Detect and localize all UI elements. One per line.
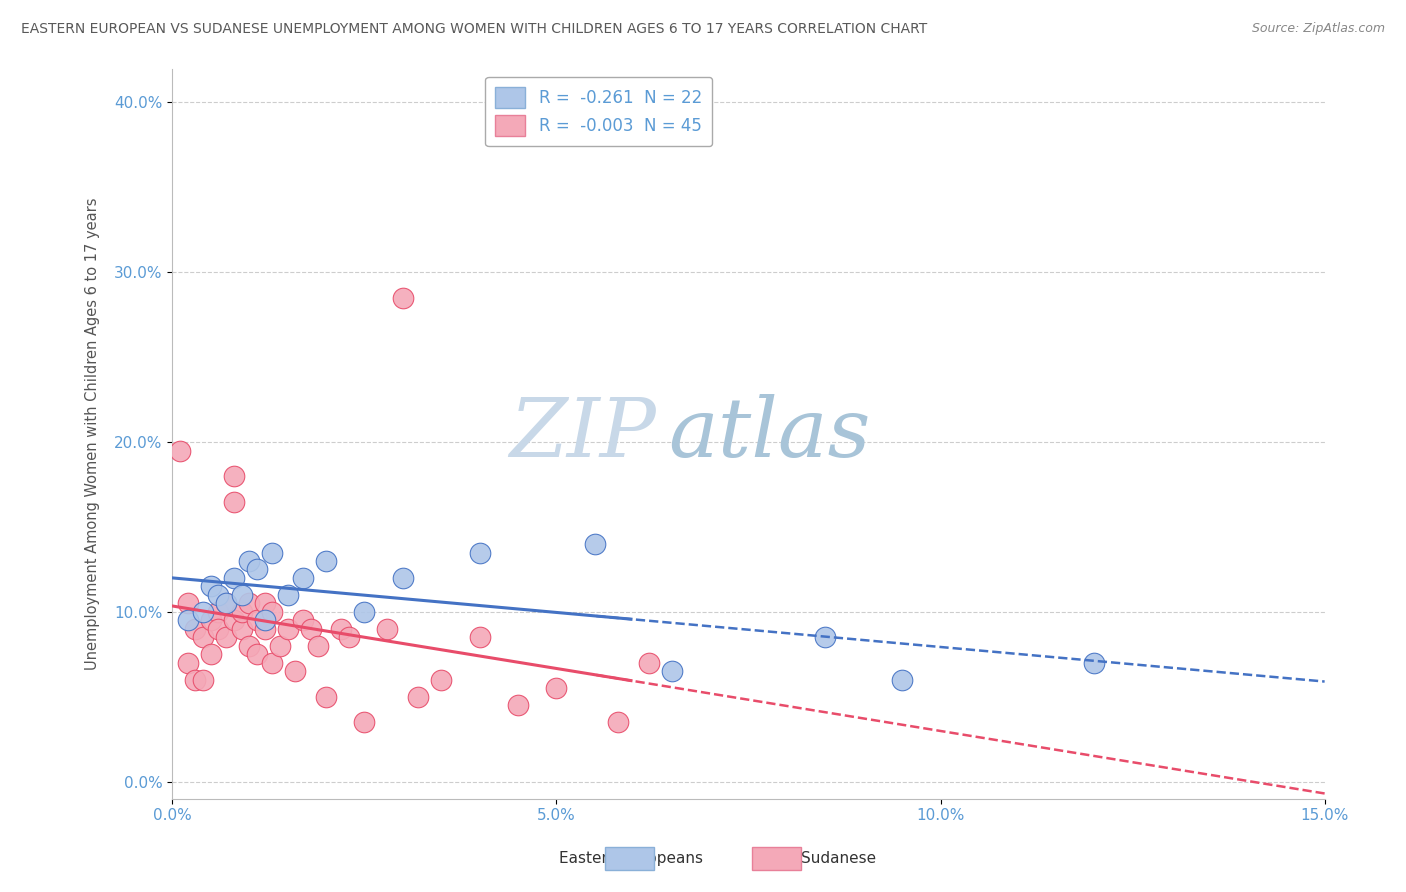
Point <box>307 639 329 653</box>
Point <box>353 605 375 619</box>
Point <box>315 554 337 568</box>
Point <box>222 614 245 628</box>
Point <box>238 639 260 653</box>
Point <box>177 656 200 670</box>
Legend: R =  -0.261  N = 22, R =  -0.003  N = 45: R = -0.261 N = 22, R = -0.003 N = 45 <box>485 77 711 146</box>
Text: atlas: atlas <box>668 393 870 474</box>
Point <box>377 622 399 636</box>
Point <box>262 545 284 559</box>
Point <box>353 715 375 730</box>
Point <box>207 605 229 619</box>
Point <box>262 656 284 670</box>
Point <box>315 690 337 704</box>
Point <box>430 673 453 687</box>
Point <box>253 622 276 636</box>
Point <box>277 622 299 636</box>
Point <box>299 622 322 636</box>
Point <box>246 648 269 662</box>
Point <box>392 291 415 305</box>
Point <box>184 673 207 687</box>
Point <box>1083 656 1105 670</box>
Point <box>200 614 222 628</box>
Point <box>191 605 214 619</box>
Point <box>184 622 207 636</box>
Point <box>246 562 269 576</box>
Point <box>177 597 200 611</box>
Text: EASTERN EUROPEAN VS SUDANESE UNEMPLOYMENT AMONG WOMEN WITH CHILDREN AGES 6 TO 17: EASTERN EUROPEAN VS SUDANESE UNEMPLOYMEN… <box>21 22 928 37</box>
Point <box>238 597 260 611</box>
Point <box>253 597 276 611</box>
Point <box>330 622 353 636</box>
Point <box>231 605 253 619</box>
Point <box>292 571 315 585</box>
Point <box>207 622 229 636</box>
Point <box>546 681 568 696</box>
Point <box>506 698 529 713</box>
Point <box>246 614 269 628</box>
Point <box>468 545 491 559</box>
Point <box>292 614 315 628</box>
Y-axis label: Unemployment Among Women with Children Ages 6 to 17 years: Unemployment Among Women with Children A… <box>86 197 100 670</box>
Point <box>200 648 222 662</box>
Point <box>637 656 659 670</box>
Point <box>238 554 260 568</box>
Text: ZIP: ZIP <box>509 393 657 474</box>
Point <box>406 690 429 704</box>
Point <box>262 605 284 619</box>
Point <box>231 588 253 602</box>
Point <box>177 614 200 628</box>
Point <box>222 494 245 508</box>
Point <box>222 469 245 483</box>
Point <box>231 622 253 636</box>
Point <box>253 614 276 628</box>
Point <box>207 588 229 602</box>
Point <box>215 631 238 645</box>
Point <box>284 665 307 679</box>
Point <box>169 443 191 458</box>
Text: Source: ZipAtlas.com: Source: ZipAtlas.com <box>1251 22 1385 36</box>
Point <box>468 631 491 645</box>
Point <box>222 571 245 585</box>
Text: Eastern Europeans: Eastern Europeans <box>560 851 703 865</box>
Point <box>215 597 238 611</box>
Point <box>392 571 415 585</box>
Point <box>661 665 683 679</box>
Point <box>191 673 214 687</box>
Point <box>337 631 360 645</box>
Point <box>814 631 837 645</box>
Point <box>269 639 291 653</box>
Point <box>200 579 222 593</box>
Point <box>191 631 214 645</box>
Point <box>215 597 238 611</box>
Point <box>891 673 914 687</box>
Text: Sudanese: Sudanese <box>801 851 876 865</box>
Point <box>277 588 299 602</box>
Point <box>583 537 606 551</box>
Point <box>606 715 628 730</box>
